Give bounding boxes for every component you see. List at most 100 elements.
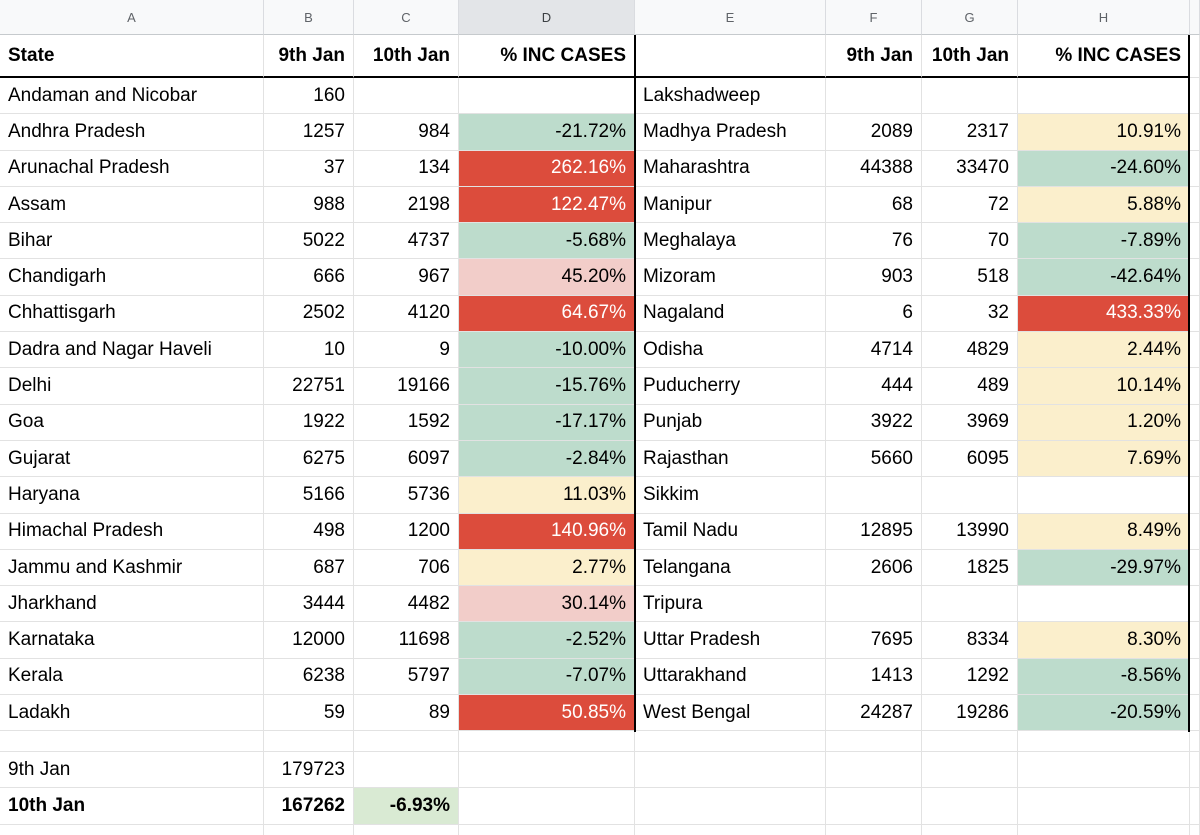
state-cell[interactable]: Bihar bbox=[0, 223, 264, 260]
pct-cell[interactable]: 45.20% bbox=[459, 259, 635, 296]
sliver-cell[interactable] bbox=[1190, 477, 1200, 514]
sliver-cell[interactable] bbox=[1190, 549, 1200, 587]
value-cell[interactable]: 6238 bbox=[264, 658, 354, 696]
state-cell[interactable]: Nagaland bbox=[635, 295, 826, 333]
value-cell[interactable]: 903 bbox=[826, 259, 922, 296]
value-cell[interactable]: 2317 bbox=[922, 114, 1018, 151]
state-cell[interactable]: Kerala bbox=[0, 658, 264, 696]
state-cell[interactable]: Tamil Nadu bbox=[635, 513, 826, 550]
state-cell[interactable]: West Bengal bbox=[635, 695, 826, 732]
summary-label[interactable]: 10th Jan bbox=[0, 788, 264, 826]
value-cell[interactable] bbox=[922, 78, 1018, 115]
pct-cell[interactable]: -24.60% bbox=[1018, 150, 1190, 187]
pct-cell[interactable] bbox=[1018, 586, 1190, 623]
value-cell[interactable]: 6 bbox=[826, 295, 922, 333]
sliver-cell[interactable] bbox=[1190, 150, 1200, 187]
value-cell[interactable]: 24287 bbox=[826, 695, 922, 732]
value-cell[interactable]: 44388 bbox=[826, 150, 922, 187]
blank-cell[interactable] bbox=[354, 731, 459, 753]
state-cell[interactable]: Mizoram bbox=[635, 259, 826, 296]
header-cell[interactable]: 9th Jan bbox=[826, 35, 922, 78]
column-header-c[interactable]: C bbox=[354, 0, 459, 35]
pct-cell[interactable]: -7.07% bbox=[459, 658, 635, 696]
state-cell[interactable]: Telangana bbox=[635, 549, 826, 587]
value-cell[interactable]: 518 bbox=[922, 259, 1018, 296]
pct-cell[interactable]: 122.47% bbox=[459, 186, 635, 224]
value-cell[interactable]: 2089 bbox=[826, 114, 922, 151]
value-cell[interactable]: 12895 bbox=[826, 513, 922, 550]
value-cell[interactable]: 984 bbox=[354, 114, 459, 151]
header-cell[interactable]: 10th Jan bbox=[922, 35, 1018, 78]
value-cell[interactable]: 1922 bbox=[264, 404, 354, 441]
state-cell[interactable]: Karnataka bbox=[0, 622, 264, 659]
value-cell[interactable]: 5660 bbox=[826, 440, 922, 478]
state-cell[interactable]: Odisha bbox=[635, 332, 826, 369]
sliver-cell[interactable] bbox=[1190, 114, 1200, 151]
state-cell[interactable]: Maharashtra bbox=[635, 150, 826, 187]
sliver-cell[interactable] bbox=[1190, 658, 1200, 696]
state-cell[interactable]: Arunachal Pradesh bbox=[0, 150, 264, 187]
pct-cell[interactable]: 1.20% bbox=[1018, 404, 1190, 441]
value-cell[interactable]: 1292 bbox=[922, 658, 1018, 696]
state-cell[interactable]: Uttar Pradesh bbox=[635, 622, 826, 659]
blank-cell[interactable] bbox=[635, 731, 826, 753]
state-cell[interactable]: Andhra Pradesh bbox=[0, 114, 264, 151]
value-cell[interactable]: 70 bbox=[922, 223, 1018, 260]
value-cell[interactable]: 19286 bbox=[922, 695, 1018, 732]
blank-cell[interactable] bbox=[1190, 788, 1200, 826]
value-cell[interactable]: 489 bbox=[922, 368, 1018, 405]
blank-cell[interactable] bbox=[922, 731, 1018, 753]
blank-cell[interactable] bbox=[1018, 825, 1190, 835]
blank-cell[interactable] bbox=[1190, 752, 1200, 789]
state-cell[interactable]: Madhya Pradesh bbox=[635, 114, 826, 151]
pct-cell[interactable] bbox=[1018, 78, 1190, 115]
pct-cell[interactable]: -2.84% bbox=[459, 440, 635, 478]
value-cell[interactable]: 3444 bbox=[264, 586, 354, 623]
state-cell[interactable]: Punjab bbox=[635, 404, 826, 441]
blank-cell[interactable] bbox=[1018, 731, 1190, 753]
blank-cell[interactable] bbox=[354, 825, 459, 835]
state-cell[interactable]: Jammu and Kashmir bbox=[0, 549, 264, 587]
value-cell[interactable]: 9 bbox=[354, 332, 459, 369]
sliver-cell[interactable] bbox=[1190, 695, 1200, 732]
column-header-h[interactable]: H bbox=[1018, 0, 1190, 35]
state-cell[interactable]: Lakshadweep bbox=[635, 78, 826, 115]
pct-cell[interactable]: -17.17% bbox=[459, 404, 635, 441]
value-cell[interactable]: 160 bbox=[264, 78, 354, 115]
value-cell[interactable]: 1592 bbox=[354, 404, 459, 441]
state-cell[interactable]: Delhi bbox=[0, 368, 264, 405]
pct-cell[interactable]: 30.14% bbox=[459, 586, 635, 623]
blank-cell[interactable] bbox=[635, 752, 826, 789]
state-cell[interactable]: Manipur bbox=[635, 186, 826, 224]
value-cell[interactable]: 444 bbox=[826, 368, 922, 405]
value-cell[interactable] bbox=[354, 78, 459, 115]
pct-cell[interactable]: 10.91% bbox=[1018, 114, 1190, 151]
pct-cell[interactable]: -29.97% bbox=[1018, 549, 1190, 587]
value-cell[interactable]: 8334 bbox=[922, 622, 1018, 659]
state-cell[interactable]: Sikkim bbox=[635, 477, 826, 514]
blank-cell[interactable] bbox=[922, 752, 1018, 789]
pct-cell[interactable]: -42.64% bbox=[1018, 259, 1190, 296]
sliver-cell[interactable] bbox=[1190, 186, 1200, 224]
value-cell[interactable]: 5166 bbox=[264, 477, 354, 514]
header-sliver-cell[interactable] bbox=[1190, 35, 1200, 78]
value-cell[interactable] bbox=[826, 586, 922, 623]
value-cell[interactable]: 1825 bbox=[922, 549, 1018, 587]
pct-cell[interactable]: -7.89% bbox=[1018, 223, 1190, 260]
pct-cell[interactable]: 11.03% bbox=[459, 477, 635, 514]
column-header-b[interactable]: B bbox=[264, 0, 354, 35]
value-cell[interactable] bbox=[826, 78, 922, 115]
pct-cell[interactable]: -21.72% bbox=[459, 114, 635, 151]
state-cell[interactable]: Ladakh bbox=[0, 695, 264, 732]
pct-cell[interactable]: 50.85% bbox=[459, 695, 635, 732]
value-cell[interactable]: 37 bbox=[264, 150, 354, 187]
header-cell[interactable]: % INC CASES bbox=[1018, 35, 1190, 78]
state-cell[interactable]: Puducherry bbox=[635, 368, 826, 405]
value-cell[interactable]: 13990 bbox=[922, 513, 1018, 550]
sliver-cell[interactable] bbox=[1190, 259, 1200, 296]
value-cell[interactable]: 5022 bbox=[264, 223, 354, 260]
blank-cell[interactable] bbox=[264, 825, 354, 835]
value-cell[interactable]: 59 bbox=[264, 695, 354, 732]
blank-cell[interactable] bbox=[0, 825, 264, 835]
value-cell[interactable]: 32 bbox=[922, 295, 1018, 333]
